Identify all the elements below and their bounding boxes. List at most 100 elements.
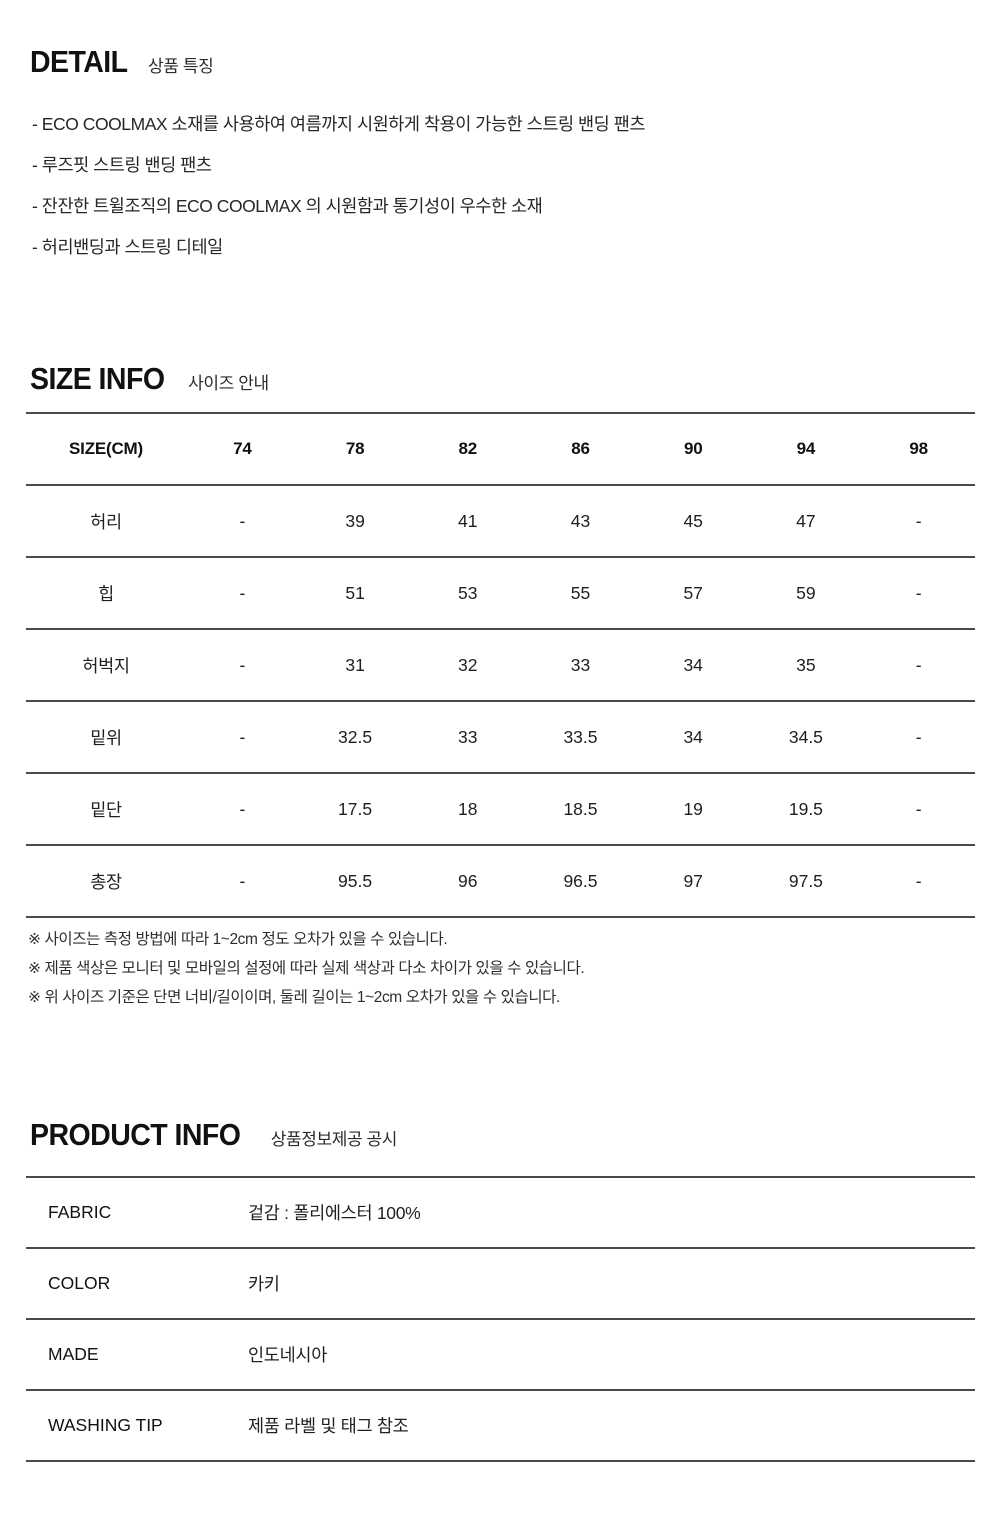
table-cell: 95.5: [298, 844, 412, 918]
size-info-heading-sub: 사이즈 안내: [188, 374, 269, 393]
column-header-98: 98: [862, 412, 975, 486]
size-info-section-heading: SIZE INFO 사이즈 안내: [30, 361, 269, 397]
table-row: 총장 - 95.5 96 96.5 97 97.5 -: [26, 844, 975, 918]
table-row: 밑위 - 32.5 33 33.5 34 34.5 -: [26, 700, 975, 773]
table-cell: -: [186, 628, 299, 701]
table-cell: -: [186, 772, 299, 845]
table-row: FABRIC 겉감 : 폴리에스터 100%: [26, 1176, 975, 1248]
table-cell: 51: [298, 556, 412, 629]
table-cell: 33.5: [524, 700, 637, 773]
table-cell: 34: [636, 628, 750, 701]
table-cell: -: [862, 556, 975, 629]
table-row: WASHING TIP 제품 라벨 및 태그 참조: [26, 1389, 975, 1462]
size-table-body: 허리 - 39 41 43 45 47 - 힙 - 51 53 55 57 59: [26, 484, 975, 918]
table-row: 밑단 - 17.5 18 18.5 19 19.5 -: [26, 772, 975, 845]
table-cell: 96: [411, 844, 525, 918]
product-info-heading-sub: 상품정보제공 공시: [270, 1130, 398, 1149]
table-cell: 96.5: [524, 844, 637, 918]
size-note: ※ 위 사이즈 기준은 단면 너비/길이이며, 둘레 길이는 1~2cm 오차가…: [28, 989, 560, 1006]
table-cell: 45: [636, 484, 750, 557]
table-cell: 97.5: [749, 844, 863, 918]
table-cell: -: [862, 700, 975, 773]
table-row: MADE 인도네시아: [26, 1318, 975, 1390]
table-cell: 59: [749, 556, 863, 629]
row-label-fabric: FABRIC: [26, 1176, 232, 1248]
table-cell: -: [186, 844, 299, 918]
column-header-size: SIZE(CM): [26, 412, 187, 486]
row-label-color: COLOR: [26, 1247, 232, 1319]
table-cell: 33: [411, 700, 525, 773]
column-header-86: 86: [524, 412, 637, 486]
row-value-washing-tip: 제품 라벨 및 태그 참조: [232, 1389, 975, 1462]
detail-section-heading: DETAIL 상품 특징: [30, 44, 214, 80]
table-cell: 34.5: [749, 700, 863, 773]
size-notes: ※ 사이즈는 측정 방법에 따라 1~2cm 정도 오차가 있을 수 있습니다.…: [28, 925, 948, 1012]
row-value-color: 카키: [232, 1247, 975, 1319]
list-item: - ECO COOLMAX 소재를 사용하여 여름까지 시원하게 착용이 가능한…: [32, 114, 646, 134]
row-label: 허리: [26, 484, 187, 557]
row-label: 밑단: [26, 772, 187, 845]
row-label: 밑위: [26, 700, 187, 773]
size-table-header: SIZE(CM) 74 78 82 86 90 94 98: [26, 412, 975, 486]
table-cell: -: [862, 844, 975, 918]
table-row: 힙 - 51 53 55 57 59 -: [26, 556, 975, 629]
table-cell: -: [186, 484, 299, 557]
product-info-section-heading: PRODUCT INFO 상품정보제공 공시: [30, 1117, 397, 1153]
table-cell: 34: [636, 700, 750, 773]
table-cell: 97: [636, 844, 750, 918]
row-label: 허벅지: [26, 628, 187, 701]
table-row: 허리 - 39 41 43 45 47 -: [26, 484, 975, 557]
row-value-fabric: 겉감 : 폴리에스터 100%: [232, 1176, 975, 1248]
product-info-heading-main: PRODUCT INFO: [30, 1117, 241, 1152]
column-header-94: 94: [749, 412, 863, 486]
table-header-row: SIZE(CM) 74 78 82 86 90 94 98: [26, 412, 975, 486]
column-header-78: 78: [298, 412, 412, 486]
table-cell: 41: [411, 484, 525, 557]
size-info-heading-main: SIZE INFO: [30, 361, 165, 396]
table-cell: 35: [749, 628, 863, 701]
table-cell: 53: [411, 556, 525, 629]
detail-heading-sub: 상품 특징: [148, 57, 214, 76]
table-cell: 32: [411, 628, 525, 701]
table-cell: 55: [524, 556, 637, 629]
list-item: - 잔잔한 트윌조직의 ECO COOLMAX 의 시원함과 통기성이 우수한 …: [32, 196, 543, 216]
table-row: 허벅지 - 31 32 33 34 35 -: [26, 628, 975, 701]
column-header-74: 74: [186, 412, 299, 486]
table-cell: 39: [298, 484, 412, 557]
size-note: ※ 사이즈는 측정 방법에 따라 1~2cm 정도 오차가 있을 수 있습니다.: [28, 931, 448, 948]
table-cell: 57: [636, 556, 750, 629]
column-header-90: 90: [636, 412, 750, 486]
product-info-table: FABRIC 겉감 : 폴리에스터 100% COLOR 카키 MADE 인도네…: [26, 1176, 975, 1462]
list-item: - 루즈핏 스트링 밴딩 팬츠: [32, 155, 212, 175]
table-cell: 31: [298, 628, 412, 701]
row-label-made: MADE: [26, 1318, 232, 1390]
list-item: - 허리밴딩과 스트링 디테일: [32, 237, 223, 257]
row-label: 힙: [26, 556, 187, 629]
product-info-table-container: FABRIC 겉감 : 폴리에스터 100% COLOR 카키 MADE 인도네…: [26, 1176, 975, 1462]
product-info-table-body: FABRIC 겉감 : 폴리에스터 100% COLOR 카키 MADE 인도네…: [26, 1176, 975, 1462]
table-cell: 17.5: [298, 772, 412, 845]
table-cell: -: [862, 628, 975, 701]
table-cell: 47: [749, 484, 863, 557]
size-table-container: SIZE(CM) 74 78 82 86 90 94 98 허리 - 39 41…: [26, 412, 975, 918]
row-label: 총장: [26, 844, 187, 918]
size-note: ※ 제품 색상은 모니터 및 모바일의 설정에 따라 실제 색상과 다소 차이가…: [28, 960, 585, 977]
table-cell: 19.5: [749, 772, 863, 845]
detail-heading-main: DETAIL: [30, 44, 128, 79]
detail-feature-list: - ECO COOLMAX 소재를 사용하여 여름까지 시원하게 착용이 가능한…: [32, 104, 932, 268]
table-cell: 18: [411, 772, 525, 845]
table-cell: 18.5: [524, 772, 637, 845]
table-cell: -: [186, 700, 299, 773]
table-cell: -: [862, 772, 975, 845]
table-cell: 43: [524, 484, 637, 557]
size-table: SIZE(CM) 74 78 82 86 90 94 98 허리 - 39 41…: [26, 412, 975, 918]
table-cell: -: [862, 484, 975, 557]
table-cell: 19: [636, 772, 750, 845]
table-row: COLOR 카키: [26, 1247, 975, 1319]
table-cell: 33: [524, 628, 637, 701]
row-value-made: 인도네시아: [232, 1318, 975, 1390]
table-cell: 32.5: [298, 700, 412, 773]
table-cell: -: [186, 556, 299, 629]
column-header-82: 82: [411, 412, 525, 486]
